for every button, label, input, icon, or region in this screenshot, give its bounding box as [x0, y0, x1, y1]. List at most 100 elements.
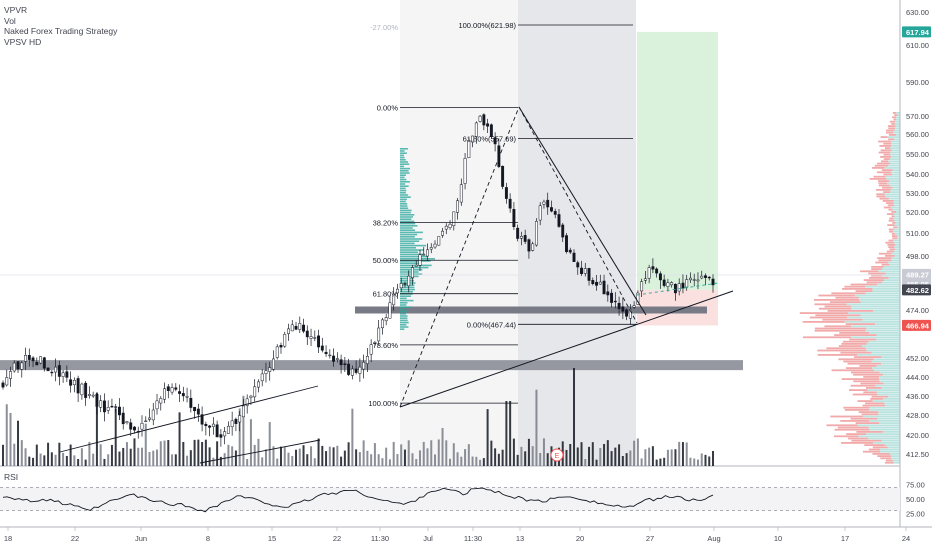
profile-bar-buy [888, 164, 900, 167]
profile-bar-buy [872, 290, 900, 292]
candle-down [118, 406, 121, 416]
volume-profile [400, 112, 900, 464]
time-tick-label: 11:30 [371, 534, 389, 543]
profile-bar-buy [893, 131, 900, 134]
volume-bar [332, 447, 335, 466]
price-tick-label: 498.00 [906, 252, 929, 261]
profile-bar-sell [873, 175, 886, 178]
candle-up [433, 243, 437, 248]
volume-bar [20, 440, 23, 466]
candle-down [69, 379, 73, 386]
candle-up [696, 279, 700, 282]
candle-up [437, 236, 441, 246]
profile-bar-sell [844, 409, 869, 411]
profile-bar-buy [888, 197, 900, 200]
time-tick-label: Aug [707, 534, 720, 543]
legend-item-vpsv[interactable]: VPSV HD [4, 36, 42, 47]
profile-bar-sell [860, 382, 884, 385]
candle-up [80, 383, 84, 396]
session-profile-bar [400, 280, 415, 282]
profile-bar-buy [890, 191, 900, 193]
volume-bar [621, 455, 624, 466]
volume-bar [512, 438, 515, 466]
volume-bar [219, 456, 222, 466]
profile-bar-sell [814, 303, 847, 306]
candle-down [497, 145, 501, 167]
fib-label: 100.00%(621.98) [458, 21, 516, 30]
candle-up [159, 398, 163, 404]
profile-bar-buy [854, 294, 900, 297]
session-profile-bar [400, 214, 415, 216]
profile-bar-buy [882, 431, 900, 433]
profile-bar-sell [891, 123, 895, 125]
candle-up [643, 278, 647, 281]
profile-bar-sell [827, 310, 874, 312]
volume-bar [663, 457, 666, 466]
volume-bar [494, 448, 497, 466]
profile-bar-sell [841, 442, 874, 444]
legend-item-naked-forex[interactable]: Naked Forex Trading Strategy [4, 26, 118, 36]
session-profile-bar [400, 181, 410, 183]
volume-bar [325, 451, 328, 466]
session-profile-bar [400, 262, 421, 264]
volume-bar [584, 459, 587, 466]
volume-bar [80, 448, 83, 466]
volume-bar [28, 456, 31, 466]
time-tick-label: 15 [268, 534, 276, 543]
profile-bar-sell [876, 171, 892, 174]
profile-bar-buy [879, 371, 900, 374]
candle-up [471, 135, 475, 143]
profile-bar-buy [886, 178, 900, 180]
candle-down [332, 355, 336, 362]
volume-bar [678, 441, 681, 466]
legend-item-vol[interactable]: Vol [4, 15, 16, 26]
candle-up [380, 319, 384, 329]
volume-bar [546, 453, 549, 466]
candle-up [692, 279, 696, 281]
profile-bar-buy [890, 162, 900, 165]
profile-bar-buy [866, 343, 900, 345]
profile-bar-sell [868, 448, 880, 451]
candle-up [399, 283, 403, 289]
session-profile-bar [400, 295, 411, 297]
profile-bar-buy [893, 230, 900, 233]
profile-bar-sell [888, 208, 893, 211]
volume-bar [403, 449, 406, 466]
profile-bar-buy [879, 380, 900, 383]
candle-up [268, 367, 272, 372]
volume-bar [340, 456, 343, 466]
profile-bar-buy [894, 215, 900, 218]
profile-bar-sell [845, 367, 873, 369]
volume-bar [388, 459, 391, 466]
price-tick-label: 570.00 [906, 112, 929, 121]
volume-bar [208, 447, 211, 466]
profile-bar-sell [843, 360, 872, 363]
candle-down [512, 209, 516, 228]
legend-item-vpvr[interactable]: VPVR [4, 5, 28, 15]
profile-bar-sell [870, 398, 884, 400]
candle-down [189, 397, 193, 408]
profile-bar-buy [884, 444, 900, 446]
volume-bar [426, 448, 429, 466]
profile-bar-buy [883, 398, 900, 400]
profile-bar-sell [888, 239, 894, 242]
candle-up [106, 407, 110, 411]
volume-bar [430, 440, 433, 466]
profile-bar-sell [892, 222, 896, 224]
profile-bar-sell [841, 378, 880, 380]
candle-up [677, 283, 681, 292]
price-tick-label: 520.00 [906, 208, 929, 217]
volume-bar [54, 454, 57, 466]
fib-label: 100.00% [368, 399, 398, 408]
volume-bar [159, 441, 162, 466]
profile-bar-buy [867, 389, 900, 391]
profile-bar-sell [880, 156, 891, 158]
session-profile-bar [400, 266, 429, 269]
candle-up [459, 184, 463, 203]
trendline-early [59, 385, 319, 453]
volume-bar [396, 454, 399, 466]
volume-bar [242, 395, 245, 466]
session-profile-bar [400, 240, 420, 242]
rsi-label[interactable]: RSI [4, 472, 19, 482]
